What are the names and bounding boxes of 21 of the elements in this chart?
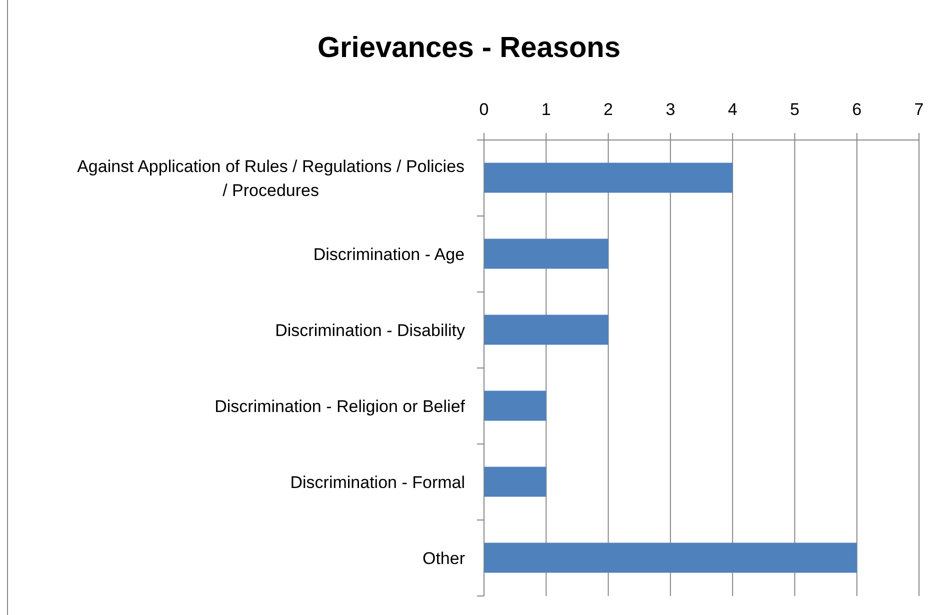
x-tick-label: 4 [728, 100, 738, 119]
y-tick-label: Discrimination - Religion or Belief [214, 396, 466, 416]
x-tick-label: 5 [790, 100, 800, 119]
y-tick-label: Discrimination - Age [313, 244, 465, 264]
bar [484, 390, 546, 421]
x-tick-label: 0 [479, 100, 489, 119]
x-tick-label: 3 [666, 100, 676, 119]
x-tick-label: 2 [604, 100, 614, 119]
bar [484, 162, 733, 193]
x-tick-label: 7 [914, 100, 924, 119]
x-tick-label: 1 [541, 100, 551, 119]
bar [484, 238, 608, 269]
x-tick-label: 6 [852, 100, 862, 119]
y-tick-label: Discrimination - Formal [290, 472, 465, 492]
y-tick-label: Against Application of Rules / Regulations / Policies / Procedures [77, 156, 465, 200]
chart-title: Grievances - Reasons [316, 31, 622, 65]
bar [484, 314, 608, 345]
y-tick-label: Discrimination - Disability [275, 320, 466, 340]
bar [484, 466, 546, 497]
y-tick-label: Other [422, 548, 466, 568]
bar [484, 542, 857, 573]
